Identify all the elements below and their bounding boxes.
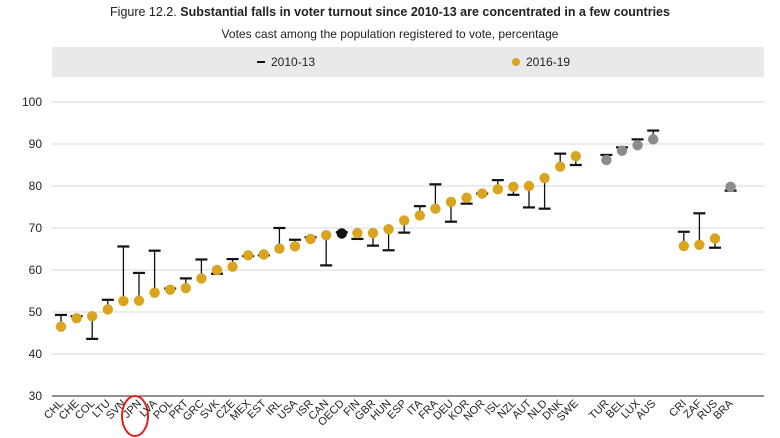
legend-item-2016-19: 2016-19	[512, 55, 570, 69]
y-tick-label: 50	[29, 305, 43, 319]
dot-2016-19-CRI	[678, 240, 689, 252]
legend-label-2016-19: 2016-19	[526, 55, 571, 69]
dot-2016-19-ESP	[399, 215, 410, 226]
category-labels: CHLCHECOLLTUSVNJPNLVAPOLPRTGRCSVKCZEMEXE…	[42, 395, 736, 437]
dot-2016-19-CAN	[321, 229, 332, 241]
dot-2016-19-CHL	[55, 321, 67, 332]
y-tick-label: 60	[29, 263, 43, 277]
dot-2016-19-PRT	[180, 282, 191, 294]
dot-2016-19-POL	[165, 284, 176, 295]
dot-2016-19-HUN	[383, 224, 394, 235]
grid-lines	[52, 101, 764, 397]
legend-label-2010-13: 2010-13	[271, 55, 316, 69]
dot-2016-19-FIN	[352, 227, 363, 239]
dot-2016-19-EST	[258, 249, 269, 260]
dot-2016-19-JPN	[133, 295, 145, 306]
y-tick-label: 80	[29, 179, 43, 193]
dot-2016-19-LTU	[102, 304, 114, 315]
data-marks	[55, 129, 737, 340]
y-tick-label: 40	[29, 347, 43, 361]
dot-2016-19-AUT	[523, 180, 535, 192]
highlight-circle	[121, 395, 149, 437]
dot-2016-19-CHE	[71, 313, 82, 324]
dot-2016-19-BEL	[616, 145, 628, 156]
dot-2016-19-DNK	[555, 161, 566, 172]
dot-2016-19-NZL	[508, 181, 519, 193]
x-tick-label-BRA: BRA	[711, 397, 736, 422]
dot-2016-19-USA	[289, 241, 301, 252]
y-tick-label: 70	[29, 221, 43, 235]
dot-2016-19-GBR	[367, 227, 379, 239]
dot-2016-19-GRC	[196, 273, 207, 284]
figure-title-text: Substantial falls in voter turnout since…	[180, 5, 670, 19]
dot-2016-19-NLD	[539, 172, 550, 184]
y-tick-label: 100	[22, 95, 42, 109]
dot-2016-19-OECD	[336, 228, 347, 239]
dot-2016-19-SWE	[570, 150, 581, 162]
figure-title: Figure 12.2. Substantial falls in voter …	[0, 5, 780, 19]
legend: 2010-13 2016-19	[52, 47, 764, 77]
dot-2016-19-ISL	[492, 184, 503, 195]
dot-2016-19-RUS	[709, 233, 721, 244]
dot-2016-19-MEX	[243, 250, 254, 261]
y-axis: 30 40 50 60 70 80 90 100	[22, 95, 42, 403]
legend-item-2010-13: 2010-13	[257, 55, 315, 69]
dot-2016-19-SVK	[211, 264, 223, 276]
dot-2016-19-AUS	[648, 134, 659, 145]
y-tick-label: 30	[29, 389, 43, 403]
dot-2016-19-LUX	[632, 140, 643, 151]
dot-2016-19-ZAF	[694, 239, 705, 250]
dot-2016-19-BRA	[725, 181, 736, 193]
dot-2016-19-FRA	[430, 203, 441, 214]
dot-2016-19-KOR	[461, 192, 472, 203]
dot-2016-19-ITA	[414, 210, 425, 221]
dot-marker-icon	[512, 58, 520, 66]
y-tick-label: 90	[29, 137, 43, 151]
dot-2016-19-LVA	[149, 287, 160, 298]
dot-2016-19-COL	[87, 311, 98, 322]
dot-2016-19-CZE	[227, 261, 238, 272]
dot-2016-19-NOR	[477, 188, 488, 199]
figure-subtitle: Votes cast among the population register…	[221, 27, 559, 41]
dot-2016-19-SVN	[118, 295, 129, 307]
bar-marker-icon	[257, 61, 265, 63]
dot-2016-19-ISR	[305, 233, 316, 245]
dot-2016-19-TUR	[601, 154, 612, 166]
dot-2016-19-IRL	[274, 243, 285, 254]
dot-2016-19-DEU	[445, 196, 457, 208]
figure-number: Figure 12.2.	[110, 5, 177, 19]
